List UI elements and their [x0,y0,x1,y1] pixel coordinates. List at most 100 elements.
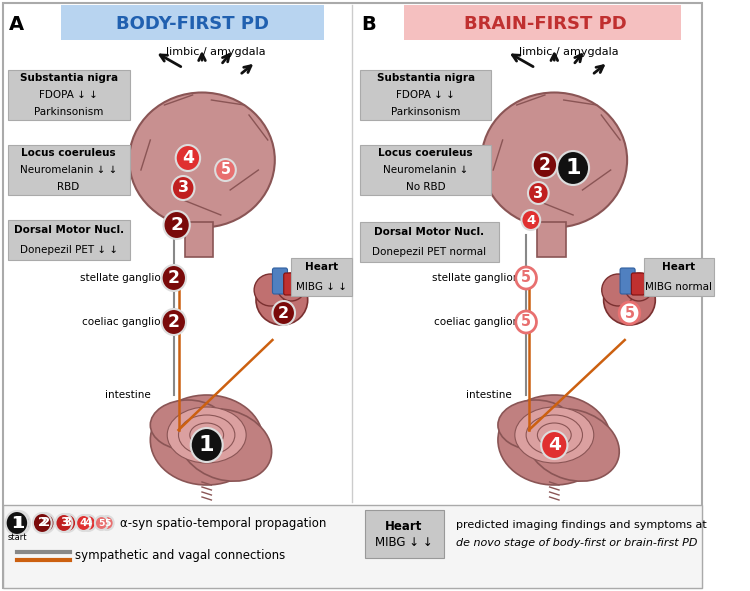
Circle shape [95,516,108,530]
Text: Parkinsonism: Parkinsonism [391,106,460,116]
Text: α-syn spatio-temporal propagation: α-syn spatio-temporal propagation [120,517,327,530]
Circle shape [190,428,223,462]
Ellipse shape [482,93,627,228]
Circle shape [161,309,186,335]
Text: MIBG normal: MIBG normal [645,281,712,291]
FancyBboxPatch shape [8,220,130,260]
Circle shape [164,211,190,239]
Text: 5: 5 [220,163,230,177]
Ellipse shape [527,409,620,481]
Text: Heart: Heart [386,519,423,532]
Text: RBD: RBD [58,181,80,191]
Circle shape [516,267,536,289]
Circle shape [521,210,540,230]
Text: predicted imaging findings and symptoms at: predicted imaging findings and symptoms … [456,520,706,530]
Text: Dorsal Motor Nucl.: Dorsal Motor Nucl. [13,225,124,235]
Bar [538,222,566,257]
FancyBboxPatch shape [3,505,702,588]
Circle shape [516,311,536,333]
Text: Substantia nigra: Substantia nigra [376,73,475,83]
Circle shape [528,182,549,204]
Text: Locus coeruleus: Locus coeruleus [378,148,473,158]
Text: 1: 1 [11,515,22,531]
Text: Neuromelanin ↓: Neuromelanin ↓ [383,165,468,175]
Text: stellate ganglion: stellate ganglion [432,273,520,283]
Text: 4: 4 [182,149,194,167]
Text: 2: 2 [539,156,551,174]
Text: coeliac ganglion: coeliac ganglion [82,317,167,327]
Ellipse shape [256,275,308,325]
Text: 5: 5 [625,306,634,320]
Circle shape [33,513,52,533]
Text: 4: 4 [85,518,92,528]
Ellipse shape [150,400,226,450]
Text: limbic / amygdala: limbic / amygdala [166,47,266,57]
Text: 1: 1 [13,515,24,531]
FancyBboxPatch shape [3,3,702,588]
Circle shape [56,514,72,532]
FancyBboxPatch shape [632,273,644,295]
Text: A: A [10,15,25,34]
Ellipse shape [150,395,263,485]
Ellipse shape [129,93,274,228]
Text: 3: 3 [64,517,72,530]
Circle shape [542,431,568,459]
Ellipse shape [526,415,583,455]
Ellipse shape [604,275,656,325]
Text: coeliac ganglion: coeliac ganglion [434,317,520,327]
Text: 2: 2 [168,313,180,331]
Text: Parkinsonism: Parkinsonism [34,106,104,116]
Circle shape [161,265,186,291]
Text: limbic / amygdala: limbic / amygdala [518,47,618,57]
Text: 4: 4 [80,518,87,528]
Circle shape [172,176,194,200]
FancyBboxPatch shape [360,222,499,262]
Circle shape [8,511,30,535]
Text: de novo stage of body-first or brain-first PD: de novo stage of body-first or brain-fir… [456,538,698,548]
Circle shape [81,515,96,531]
Circle shape [6,511,28,535]
Text: Neuromelanin ↓ ↓: Neuromelanin ↓ ↓ [20,165,117,175]
FancyBboxPatch shape [404,5,681,40]
Text: MIBG ↓ ↓: MIBG ↓ ↓ [375,537,433,550]
Ellipse shape [498,400,573,450]
Text: sympathetic and vagal connections: sympathetic and vagal connections [75,550,286,563]
Circle shape [532,152,557,178]
FancyBboxPatch shape [644,258,714,296]
Ellipse shape [167,407,246,463]
Text: 2: 2 [40,517,50,530]
FancyBboxPatch shape [272,268,287,294]
Text: No RBD: No RBD [406,181,445,191]
Circle shape [36,513,55,533]
Text: MIBG ↓ ↓: MIBG ↓ ↓ [296,281,347,291]
Circle shape [215,159,236,181]
Text: BRAIN-FIRST PD: BRAIN-FIRST PD [464,15,626,33]
Circle shape [59,514,76,532]
FancyBboxPatch shape [364,510,445,558]
FancyBboxPatch shape [8,70,130,120]
Ellipse shape [178,415,235,455]
FancyBboxPatch shape [61,5,324,40]
Text: stellate ganglion: stellate ganglion [80,273,167,283]
Text: 5: 5 [104,518,110,528]
Ellipse shape [254,274,287,306]
Text: 5: 5 [521,314,531,330]
Text: Donepezil PET normal: Donepezil PET normal [372,247,487,257]
FancyBboxPatch shape [8,145,130,195]
Text: 1: 1 [566,158,580,178]
Text: BODY-FIRST PD: BODY-FIRST PD [116,15,269,33]
Text: Dorsal Motor Nucl.: Dorsal Motor Nucl. [374,227,484,237]
Ellipse shape [538,423,572,447]
Ellipse shape [602,274,634,306]
Text: Heart: Heart [662,262,695,272]
Text: intestine: intestine [466,390,512,400]
Text: FDOPA ↓ ↓: FDOPA ↓ ↓ [396,90,455,100]
Circle shape [76,515,92,531]
Text: 2: 2 [278,306,290,320]
Text: B: B [362,15,376,34]
Text: 5: 5 [521,271,531,285]
Text: 4: 4 [526,213,536,226]
Text: Heart: Heart [305,262,338,272]
FancyBboxPatch shape [620,268,635,294]
FancyBboxPatch shape [291,258,352,296]
